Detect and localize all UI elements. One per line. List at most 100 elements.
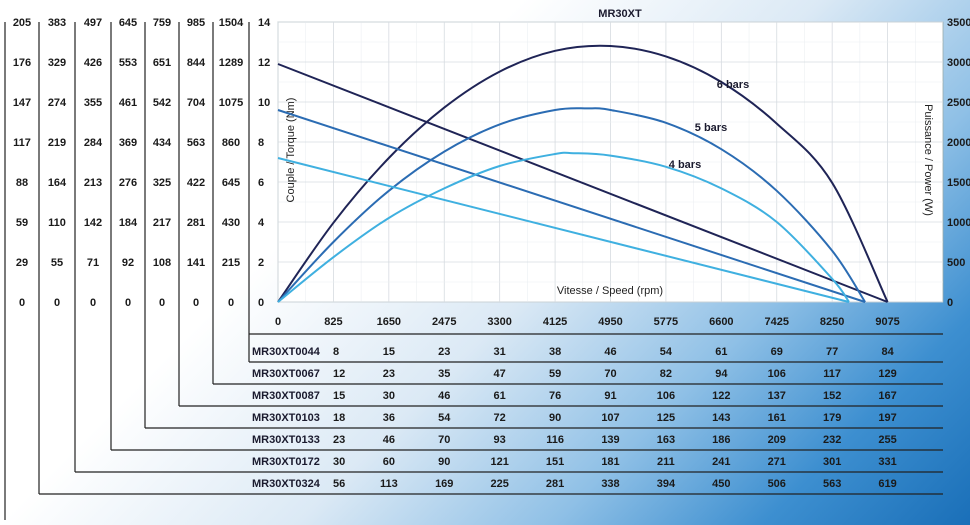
speed-cell-1-8: 106 (768, 368, 786, 380)
speed-cell-4-9: 232 (823, 434, 841, 446)
speed-cell-2-6: 106 (657, 390, 675, 402)
speed-cell-4-3: 93 (494, 434, 506, 446)
torque-cell-6-0: 1504 (219, 17, 244, 29)
torque-cell-6-4: 645 (222, 177, 240, 189)
torque-cell-5-7: 0 (193, 297, 199, 309)
torque-cell-0-7: 0 (19, 297, 25, 309)
power-curve-0 (277, 44, 889, 303)
torque-cell-4-7: 0 (159, 297, 165, 309)
torque-cell-5-5: 281 (187, 217, 205, 229)
speed-cell-0-8: 69 (771, 346, 783, 358)
speed-cell-2-2: 46 (438, 390, 450, 402)
y-left-tick-7: 14 (258, 17, 271, 29)
speed-cell-4-10: 255 (878, 434, 896, 446)
torque-cell-1-6: 55 (51, 257, 63, 269)
speed-cell-5-7: 241 (712, 456, 730, 468)
speed-cell-3-8: 161 (768, 412, 786, 424)
torque-cell-3-2: 461 (119, 97, 137, 109)
speed-cell-4-8: 209 (768, 434, 786, 446)
y-left-tick-4: 8 (258, 137, 264, 149)
speed-cell-2-0: 15 (333, 390, 345, 402)
speed-cell-2-5: 91 (604, 390, 616, 402)
y-right-tick-7: 3500 (947, 17, 970, 29)
speed-cell-2-3: 61 (494, 390, 506, 402)
torque-cell-5-1: 844 (187, 57, 206, 69)
torque-cell-6-7: 0 (228, 297, 234, 309)
speed-cell-3-6: 125 (657, 412, 675, 424)
x-tick-11: 9075 (875, 316, 899, 328)
speed-row-name-4: MR30XT0133 (252, 434, 320, 446)
torque-cell-3-4: 276 (119, 177, 137, 189)
speed-cell-3-7: 143 (712, 412, 730, 424)
torque-cell-0-1: 176 (13, 57, 31, 69)
speed-cell-6-4: 281 (546, 478, 564, 490)
torque-cell-2-2: 355 (84, 97, 102, 109)
torque-line-1 (277, 109, 866, 303)
speed-cell-5-0: 30 (333, 456, 345, 468)
x-axis-label: Vitesse / Speed (rpm) (557, 285, 663, 297)
power-curve-1 (277, 107, 866, 303)
speed-cell-5-1: 60 (383, 456, 395, 468)
torque-line-2 (277, 157, 850, 303)
torque-cell-0-0: 205 (13, 17, 31, 29)
speed-row-name-6: MR30XT0324 (252, 478, 321, 490)
speed-cell-3-3: 72 (494, 412, 506, 424)
speed-cell-5-4: 151 (546, 456, 564, 468)
speed-cell-3-9: 179 (823, 412, 841, 424)
x-tick-0: 0 (275, 316, 281, 328)
speed-cell-0-2: 23 (438, 346, 450, 358)
speed-cell-4-2: 70 (438, 434, 450, 446)
speed-cell-6-5: 338 (601, 478, 619, 490)
speed-row-name-2: MR30XT0087 (252, 390, 320, 402)
torque-cell-2-1: 426 (84, 57, 102, 69)
speed-cell-5-8: 271 (768, 456, 786, 468)
speed-cell-1-10: 129 (878, 368, 896, 380)
y-left-tick-5: 10 (258, 97, 270, 109)
speed-cell-1-2: 35 (438, 368, 450, 380)
speed-cell-5-9: 301 (823, 456, 841, 468)
speed-row-name-0: MR30XT0044 (252, 346, 321, 358)
speed-cell-5-6: 211 (657, 456, 675, 468)
speed-cell-3-2: 54 (438, 412, 451, 424)
torque-cell-2-6: 71 (87, 257, 99, 269)
speed-cell-6-7: 450 (712, 478, 730, 490)
speed-cell-2-4: 76 (549, 390, 561, 402)
torque-cell-2-7: 0 (90, 297, 96, 309)
x-tick-6: 4950 (598, 316, 622, 328)
torque-cell-5-2: 704 (187, 97, 206, 109)
torque-cell-3-6: 92 (122, 257, 134, 269)
torque-cell-6-6: 215 (222, 257, 240, 269)
torque-cell-1-7: 0 (54, 297, 60, 309)
torque-cell-3-3: 369 (119, 137, 137, 149)
speed-cell-3-1: 36 (383, 412, 395, 424)
torque-cell-4-3: 434 (153, 137, 172, 149)
y-right-tick-3: 1500 (947, 177, 970, 189)
speed-cell-2-1: 30 (383, 390, 395, 402)
speed-cell-3-10: 197 (878, 412, 896, 424)
x-tick-5: 4125 (543, 316, 567, 328)
speed-cell-1-5: 70 (604, 368, 616, 380)
y-right-tick-2: 1000 (947, 217, 970, 229)
y-right-axis-label: Puissance / Power (W) (922, 104, 934, 216)
speed-cell-2-8: 137 (768, 390, 786, 402)
speed-cell-0-1: 15 (383, 346, 395, 358)
torque-cell-5-0: 985 (187, 17, 205, 29)
speed-cell-1-1: 23 (383, 368, 395, 380)
speed-cell-6-2: 169 (435, 478, 453, 490)
speed-cell-1-0: 12 (333, 368, 345, 380)
x-tick-7: 5775 (654, 316, 678, 328)
speed-cell-5-5: 181 (601, 456, 619, 468)
torque-cell-6-1: 1289 (219, 57, 243, 69)
speed-cell-6-8: 506 (768, 478, 786, 490)
y-right-tick-5: 2500 (947, 97, 970, 109)
torque-cell-3-0: 645 (119, 17, 137, 29)
speed-cell-6-9: 563 (823, 478, 841, 490)
speed-cell-1-3: 47 (494, 368, 506, 380)
series-label-1: 5 bars (695, 122, 727, 134)
chart-title: MR30XT (598, 8, 642, 20)
torque-cell-0-3: 117 (13, 137, 31, 149)
speed-cell-6-1: 113 (380, 478, 398, 490)
speed-cell-3-4: 90 (549, 412, 561, 424)
speed-cell-1-6: 82 (660, 368, 672, 380)
torque-cell-1-3: 219 (48, 137, 66, 149)
